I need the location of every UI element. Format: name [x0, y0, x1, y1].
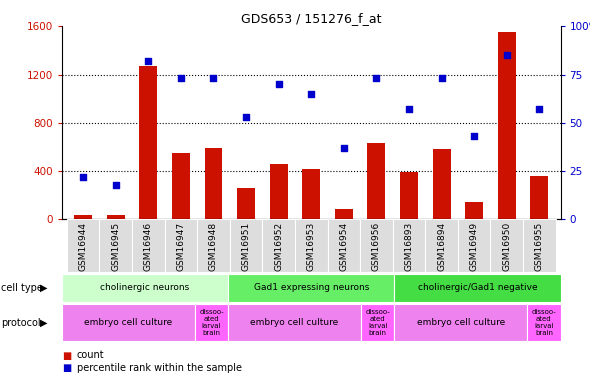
Point	[209, 75, 218, 81]
Text: percentile rank within the sample: percentile rank within the sample	[77, 363, 242, 373]
Bar	[335, 209, 353, 219]
FancyBboxPatch shape	[490, 219, 523, 272]
Point	[535, 106, 544, 112]
FancyBboxPatch shape	[165, 219, 197, 272]
Point	[339, 145, 349, 151]
Point	[143, 58, 153, 64]
Point	[241, 114, 251, 120]
Text: GSM16955: GSM16955	[535, 222, 544, 271]
Text: GSM16894: GSM16894	[437, 222, 446, 271]
Text: dissoo-
ated
larval
brain: dissoo- ated larval brain	[365, 309, 390, 336]
FancyBboxPatch shape	[230, 219, 263, 272]
Point	[372, 75, 381, 81]
Bar	[400, 172, 418, 219]
Point	[274, 81, 283, 87]
FancyBboxPatch shape	[394, 304, 527, 341]
Text: cholinergic/Gad1 negative: cholinergic/Gad1 negative	[418, 284, 537, 292]
FancyBboxPatch shape	[195, 304, 228, 341]
Text: GSM16956: GSM16956	[372, 222, 381, 271]
Text: GSM16950: GSM16950	[502, 222, 511, 271]
Bar	[368, 143, 385, 219]
Text: GSM16944: GSM16944	[78, 222, 88, 271]
Text: GSM16952: GSM16952	[274, 222, 283, 271]
Text: dissoo-
ated
larval
brain: dissoo- ated larval brain	[532, 309, 556, 336]
Text: protocol: protocol	[1, 318, 41, 327]
Text: GSM16949: GSM16949	[470, 222, 478, 271]
Point	[470, 134, 479, 140]
Text: GSM16951: GSM16951	[241, 222, 251, 271]
FancyBboxPatch shape	[67, 219, 100, 272]
FancyBboxPatch shape	[295, 219, 327, 272]
Text: cholinergic neurons: cholinergic neurons	[100, 284, 189, 292]
FancyBboxPatch shape	[394, 274, 560, 302]
Text: cell type: cell type	[1, 283, 43, 293]
Bar	[432, 149, 451, 219]
Text: ▶: ▶	[40, 318, 48, 327]
Text: embryo cell culture: embryo cell culture	[84, 318, 172, 327]
Point	[437, 75, 446, 81]
FancyBboxPatch shape	[228, 304, 361, 341]
Bar	[465, 202, 483, 219]
Point	[176, 75, 186, 81]
Text: embryo cell culture: embryo cell culture	[417, 318, 505, 327]
Text: count: count	[77, 351, 104, 360]
Text: ■: ■	[62, 363, 71, 373]
Text: dissoo-
ated
larval
brain: dissoo- ated larval brain	[199, 309, 224, 336]
Text: Gad1 expressing neurons: Gad1 expressing neurons	[254, 284, 369, 292]
Bar	[270, 164, 287, 219]
Bar	[205, 148, 222, 219]
Bar	[530, 176, 548, 219]
Bar	[107, 215, 124, 219]
FancyBboxPatch shape	[527, 304, 560, 341]
Text: GSM16947: GSM16947	[176, 222, 185, 271]
FancyBboxPatch shape	[197, 219, 230, 272]
FancyBboxPatch shape	[263, 219, 295, 272]
FancyBboxPatch shape	[523, 219, 556, 272]
Text: GSM16954: GSM16954	[339, 222, 348, 271]
Text: ▶: ▶	[40, 283, 48, 293]
Point	[404, 106, 414, 112]
Text: GSM16953: GSM16953	[307, 222, 316, 271]
FancyBboxPatch shape	[360, 219, 393, 272]
Bar	[74, 214, 92, 219]
Text: GSM16893: GSM16893	[405, 222, 414, 271]
FancyBboxPatch shape	[393, 219, 425, 272]
Bar	[139, 66, 158, 219]
Point	[78, 174, 88, 180]
Text: GSM16946: GSM16946	[144, 222, 153, 271]
Text: GSM16948: GSM16948	[209, 222, 218, 271]
FancyBboxPatch shape	[132, 219, 165, 272]
Text: ■: ■	[62, 351, 71, 360]
Title: GDS653 / 151276_f_at: GDS653 / 151276_f_at	[241, 12, 382, 25]
FancyBboxPatch shape	[458, 219, 490, 272]
Bar	[302, 169, 320, 219]
FancyBboxPatch shape	[100, 219, 132, 272]
Point	[502, 52, 512, 58]
Text: GSM16945: GSM16945	[112, 222, 120, 271]
FancyBboxPatch shape	[361, 304, 394, 341]
FancyBboxPatch shape	[62, 274, 228, 302]
Text: embryo cell culture: embryo cell culture	[251, 318, 339, 327]
FancyBboxPatch shape	[62, 304, 195, 341]
FancyBboxPatch shape	[327, 219, 360, 272]
FancyBboxPatch shape	[228, 274, 394, 302]
Bar	[172, 153, 190, 219]
FancyBboxPatch shape	[425, 219, 458, 272]
Bar	[498, 32, 516, 219]
Point	[111, 182, 120, 188]
Point	[307, 91, 316, 97]
Bar	[237, 188, 255, 219]
